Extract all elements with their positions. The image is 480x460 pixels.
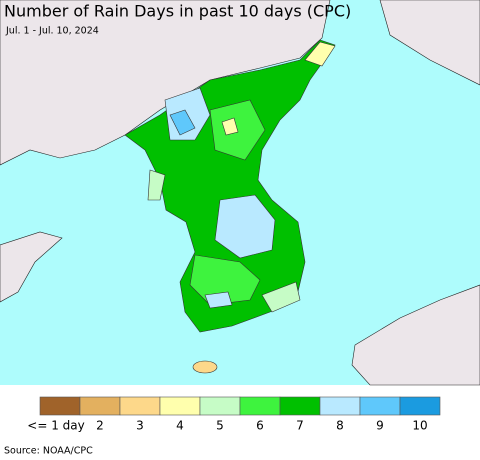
legend-swatch: [119, 396, 161, 416]
zone-4: [304, 41, 336, 67]
legend-swatch: [239, 396, 281, 416]
shandong: [0, 231, 63, 303]
legend-label: <= 1 day: [27, 419, 84, 433]
legend-swatch: [399, 396, 441, 416]
zone-9: [169, 109, 196, 136]
legend-label: 5: [216, 419, 224, 433]
zone-5-west: [147, 169, 166, 201]
zone-6-south: [189, 254, 261, 306]
legend-label: 9: [376, 419, 384, 433]
china-land: [0, 0, 331, 166]
zone-5-south: [261, 281, 301, 313]
russia-coast: [379, 0, 480, 86]
legend-swatch: [279, 396, 321, 416]
legend-label: 4: [176, 419, 184, 433]
legend: <= 1 day 2 3 4 5 6 7 8 9 10: [27, 396, 441, 433]
legend-label: 7: [296, 419, 304, 433]
jeju: [192, 360, 218, 374]
korea: [124, 39, 336, 374]
map-title: Number of Rain Days in past 10 days (CPC…: [4, 2, 351, 21]
legend-swatch: [319, 396, 361, 416]
japan: [351, 284, 480, 386]
zone-8-sw: [204, 291, 233, 309]
legend-label: 6: [256, 419, 264, 433]
map-subtitle: Jul. 1 - Jul. 10, 2024: [5, 26, 99, 37]
legend-swatch: [79, 396, 121, 416]
source-note: Source: NOAA/CPC: [4, 446, 93, 457]
legend-label: 3: [136, 419, 144, 433]
zone-8-south: [214, 194, 276, 259]
legend-swatch: [159, 396, 201, 416]
legend-swatch: [359, 396, 401, 416]
land: [0, 0, 480, 386]
legend-label: 2: [96, 419, 104, 433]
legend-swatch: [199, 396, 241, 416]
legend-swatch: [39, 396, 81, 416]
legend-label: 10: [412, 419, 427, 433]
zone-4-inner: [221, 117, 239, 136]
legend-label: 8: [336, 419, 344, 433]
